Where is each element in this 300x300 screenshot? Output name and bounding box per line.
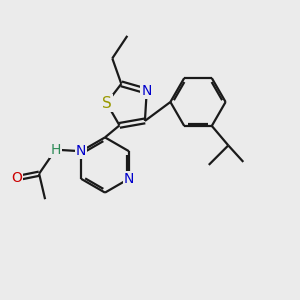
Text: N: N — [142, 84, 152, 98]
Text: H: H — [50, 143, 61, 157]
Text: O: O — [11, 171, 22, 185]
Text: N: N — [76, 144, 86, 158]
Text: N: N — [124, 172, 134, 186]
Text: S: S — [102, 95, 112, 110]
